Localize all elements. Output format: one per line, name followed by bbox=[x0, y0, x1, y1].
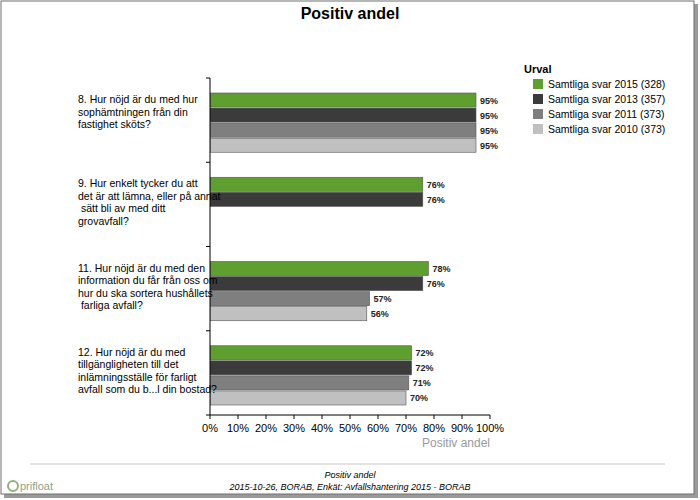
category-label-line: sophämtningen från din bbox=[78, 106, 188, 118]
x-tick-label: 20% bbox=[255, 422, 277, 434]
data-label: 72% bbox=[416, 363, 434, 373]
bar bbox=[210, 262, 428, 276]
logo-icon bbox=[8, 481, 18, 491]
data-label: 56% bbox=[371, 309, 389, 319]
data-label: 70% bbox=[410, 393, 428, 403]
data-label: 71% bbox=[413, 378, 431, 388]
legend-title: Urval bbox=[524, 63, 552, 75]
category-label-line: 11. Hur nöjd är du med den bbox=[78, 262, 205, 274]
legend-swatch bbox=[533, 124, 543, 134]
category-divider bbox=[206, 78, 210, 79]
x-tick-label: 10% bbox=[227, 422, 249, 434]
category-label: 8. Hur nöjd är du med hursophämtningen f… bbox=[78, 93, 198, 130]
legend-swatch bbox=[533, 79, 543, 89]
bar bbox=[210, 292, 370, 306]
x-tick-label: 70% bbox=[395, 422, 417, 434]
x-tick-label: 100% bbox=[476, 422, 504, 434]
bar bbox=[210, 108, 476, 122]
x-tick-label: 60% bbox=[367, 422, 389, 434]
x-tick bbox=[322, 415, 323, 419]
bar bbox=[210, 346, 412, 360]
category-label-line: sätt bli av med ditt bbox=[78, 202, 166, 214]
category-label: 9. Hur enkelt tycker du attdet är att lä… bbox=[78, 177, 221, 227]
category-divider bbox=[206, 162, 210, 163]
category-label-line: farliga avfall? bbox=[78, 299, 143, 311]
x-tick bbox=[434, 415, 435, 419]
x-tick bbox=[294, 415, 295, 419]
x-tick bbox=[462, 415, 463, 419]
x-tick bbox=[350, 415, 351, 419]
data-label: 57% bbox=[374, 294, 392, 304]
bars bbox=[210, 93, 476, 405]
bar bbox=[210, 138, 476, 152]
bar bbox=[210, 391, 406, 405]
data-label: 76% bbox=[427, 279, 445, 289]
category-label: 11. Hur nöjd är du med deninformation du… bbox=[78, 262, 218, 312]
category-label-line: 8. Hur nöjd är du med hur bbox=[78, 93, 198, 105]
bar bbox=[210, 123, 476, 137]
x-tick bbox=[210, 415, 211, 419]
x-tick bbox=[378, 415, 379, 419]
category-label-line: information du får från oss om bbox=[78, 274, 218, 286]
data-label: 72% bbox=[416, 348, 434, 358]
data-label: 95% bbox=[480, 96, 498, 106]
x-tick bbox=[406, 415, 407, 419]
data-label: 76% bbox=[427, 195, 445, 205]
category-divider bbox=[206, 330, 210, 331]
legend-swatch bbox=[533, 109, 543, 119]
bar bbox=[210, 361, 412, 375]
category-label: 12. Hur nöjd är du medtillgängligheten t… bbox=[78, 346, 217, 396]
legend-label: Samtliga svar 2013 (357) bbox=[548, 93, 665, 105]
category-label-line: hur du ska sortera hushållets bbox=[78, 287, 213, 299]
category-label-line: fastighet sköts? bbox=[78, 118, 151, 130]
x-tick-label: 0% bbox=[202, 422, 218, 434]
x-tick-label: 80% bbox=[423, 422, 445, 434]
data-label: 95% bbox=[480, 111, 498, 121]
legend-swatch bbox=[533, 94, 543, 104]
legend-label: Samtliga svar 2011 (373) bbox=[548, 108, 665, 120]
bar bbox=[210, 277, 423, 291]
footer-title: Positiv andel bbox=[324, 470, 376, 480]
category-label-line: inlämningsställe för farligt bbox=[78, 371, 197, 383]
data-label: 78% bbox=[432, 264, 450, 274]
footer-info: 2015-10-26, BORAB, Enkät: Avfallshanteri… bbox=[228, 482, 470, 492]
chart-svg: Positiv andel 95% 95% 95% 95% 76% 76% 78% 76% 57%… bbox=[0, 0, 700, 500]
bar bbox=[210, 307, 367, 321]
logo: prifloat bbox=[20, 480, 53, 492]
title: Positiv andel bbox=[301, 5, 400, 22]
x-tick bbox=[490, 415, 491, 419]
legend-label: Samtliga svar 2015 (328) bbox=[548, 78, 665, 90]
category-divider bbox=[206, 246, 210, 247]
x-tick-label: 40% bbox=[311, 422, 333, 434]
data-label: 76% bbox=[427, 180, 445, 190]
bar bbox=[210, 93, 476, 107]
x-tick-label: 30% bbox=[283, 422, 305, 434]
x-tick-label: 90% bbox=[451, 422, 473, 434]
x-axis-label: Positiv andel bbox=[422, 436, 490, 450]
frame bbox=[1, 1, 694, 494]
category-label-line: avfall som du b...l din bostad? bbox=[78, 383, 217, 395]
footer-rule bbox=[30, 464, 665, 465]
category-label-line: grovavfall? bbox=[78, 215, 129, 227]
category-label-line: tillgängligheten till det bbox=[78, 358, 178, 370]
bar bbox=[210, 192, 423, 206]
bar bbox=[210, 376, 409, 390]
x-tick bbox=[266, 415, 267, 419]
category-label-line: det är att lämna, eller på annat bbox=[78, 190, 221, 202]
x-tick bbox=[238, 415, 239, 419]
bar bbox=[210, 177, 423, 191]
x-tick-label: 50% bbox=[339, 422, 361, 434]
category-label-line: 12. Hur nöjd är du med bbox=[78, 346, 186, 358]
category-divider bbox=[206, 415, 210, 416]
legend-label: Samtliga svar 2010 (373) bbox=[548, 123, 665, 135]
category-label-line: 9. Hur enkelt tycker du att bbox=[78, 177, 198, 189]
data-label: 95% bbox=[480, 126, 498, 136]
data-label: 95% bbox=[480, 141, 498, 151]
chart-wrap: Positiv andel 95% 95% 95% 95% 76% 76% 78% 76% 57%… bbox=[0, 0, 700, 500]
